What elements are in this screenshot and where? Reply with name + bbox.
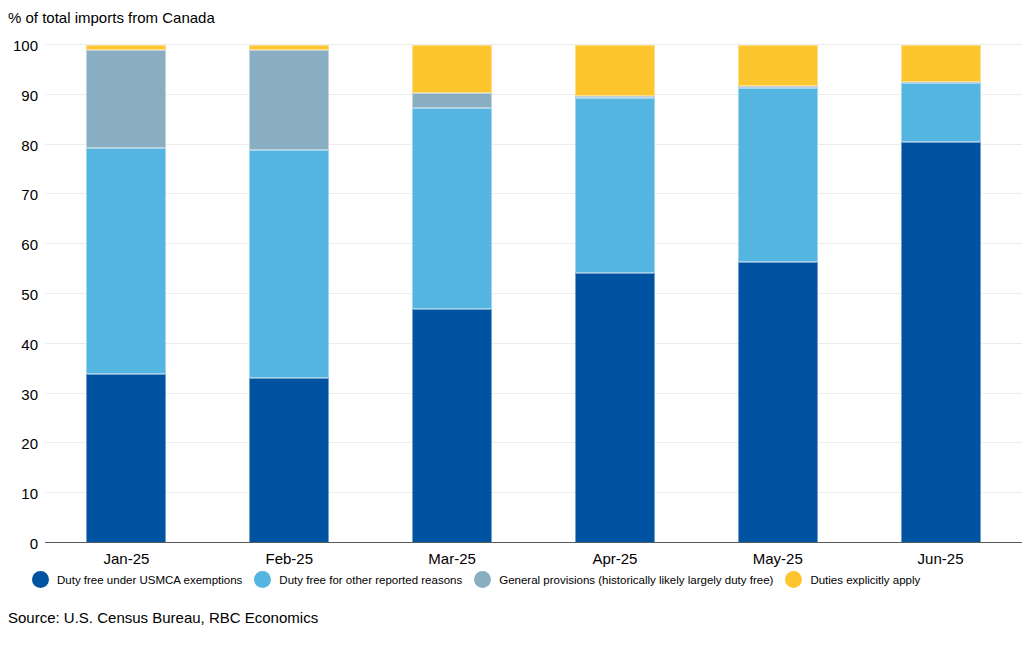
bar-segment: [86, 50, 166, 149]
y-tick-label-70: 70: [21, 187, 38, 202]
x-axis-labels: Jan-25Feb-25Mar-25Apr-25May-25Jun-25: [45, 550, 1022, 567]
legend: Duty free under USMCA exemptions Duty fre…: [32, 571, 1024, 588]
bar-column-may-25: [696, 45, 859, 543]
chart-figure: % of total imports from Canada 0 10 20 30 40…: [0, 0, 1024, 649]
stacked-bar-feb-25: [249, 45, 329, 543]
y-tick-label-50: 50: [21, 287, 38, 302]
bars-container: [45, 45, 1022, 543]
bar-segment: [575, 45, 655, 96]
bar-column-feb-25: [208, 45, 371, 543]
legend-swatch-icon: [254, 571, 271, 588]
legend-swatch-icon: [474, 571, 491, 588]
legend-item-2: General provisions (historically likely …: [474, 571, 773, 588]
y-tick-label-40: 40: [21, 336, 38, 351]
legend-item-3: Duties explicitly apply: [785, 571, 920, 588]
chart-title: % of total imports from Canada: [8, 8, 215, 28]
y-tick-label-100: 100: [13, 38, 38, 53]
source-note: Source: U.S. Census Bureau, RBC Economic…: [8, 609, 318, 626]
stacked-bar-mar-25: [412, 45, 492, 543]
x-tick-label-feb-25: Feb-25: [208, 550, 371, 567]
bar-segment: [412, 108, 492, 309]
x-tick-label-mar-25: Mar-25: [371, 550, 534, 567]
legend-item-0: Duty free under USMCA exemptions: [32, 571, 242, 588]
bar-segment: [575, 273, 655, 543]
legend-label: Duty free under USMCA exemptions: [57, 574, 242, 586]
legend-swatch-icon: [785, 571, 802, 588]
bar-segment: [249, 378, 329, 543]
bar-segment: [86, 374, 166, 543]
bar-segment: [249, 50, 329, 150]
x-tick-label-jan-25: Jan-25: [45, 550, 208, 567]
x-axis-line: [45, 542, 1022, 543]
bar-segment: [86, 148, 166, 374]
legend-label: General provisions (historically likely …: [499, 574, 773, 586]
legend-label: Duty free for other reported reasons: [279, 574, 462, 586]
y-tick-label-20: 20: [21, 436, 38, 451]
bar-segment: [575, 98, 655, 273]
bar-segment: [412, 93, 492, 108]
y-axis-labels: 0102030405060708090100: [0, 45, 38, 543]
bar-segment: [901, 83, 981, 142]
x-tick-label-may-25: May-25: [696, 550, 859, 567]
y-tick-label-30: 30: [21, 386, 38, 401]
legend-label: Duties explicitly apply: [810, 574, 920, 586]
bar-segment: [412, 45, 492, 93]
bar-segment: [901, 45, 981, 82]
bar-segment: [412, 309, 492, 543]
bar-segment: [738, 45, 818, 86]
x-tick-label-jun-25: Jun-25: [859, 550, 1022, 567]
y-tick-label-10: 10: [21, 486, 38, 501]
legend-swatch-icon: [32, 571, 49, 588]
y-tick-label-0: 0: [30, 536, 38, 551]
bar-column-jan-25: [45, 45, 208, 543]
bar-column-apr-25: [533, 45, 696, 543]
bar-segment: [738, 262, 818, 543]
stacked-bar-apr-25: [575, 45, 655, 543]
bar-segment: [901, 142, 981, 543]
bar-column-jun-25: [859, 45, 1022, 543]
y-tick-label-90: 90: [21, 87, 38, 102]
bar-column-mar-25: [371, 45, 534, 543]
bar-segment: [249, 150, 329, 378]
plot-area: [45, 45, 1022, 543]
stacked-bar-may-25: [738, 45, 818, 543]
stacked-bar-jan-25: [86, 45, 166, 543]
y-tick-label-80: 80: [21, 137, 38, 152]
stacked-bar-jun-25: [901, 45, 981, 543]
bar-segment: [738, 88, 818, 262]
legend-item-1: Duty free for other reported reasons: [254, 571, 462, 588]
y-tick-label-60: 60: [21, 237, 38, 252]
x-tick-label-apr-25: Apr-25: [533, 550, 696, 567]
